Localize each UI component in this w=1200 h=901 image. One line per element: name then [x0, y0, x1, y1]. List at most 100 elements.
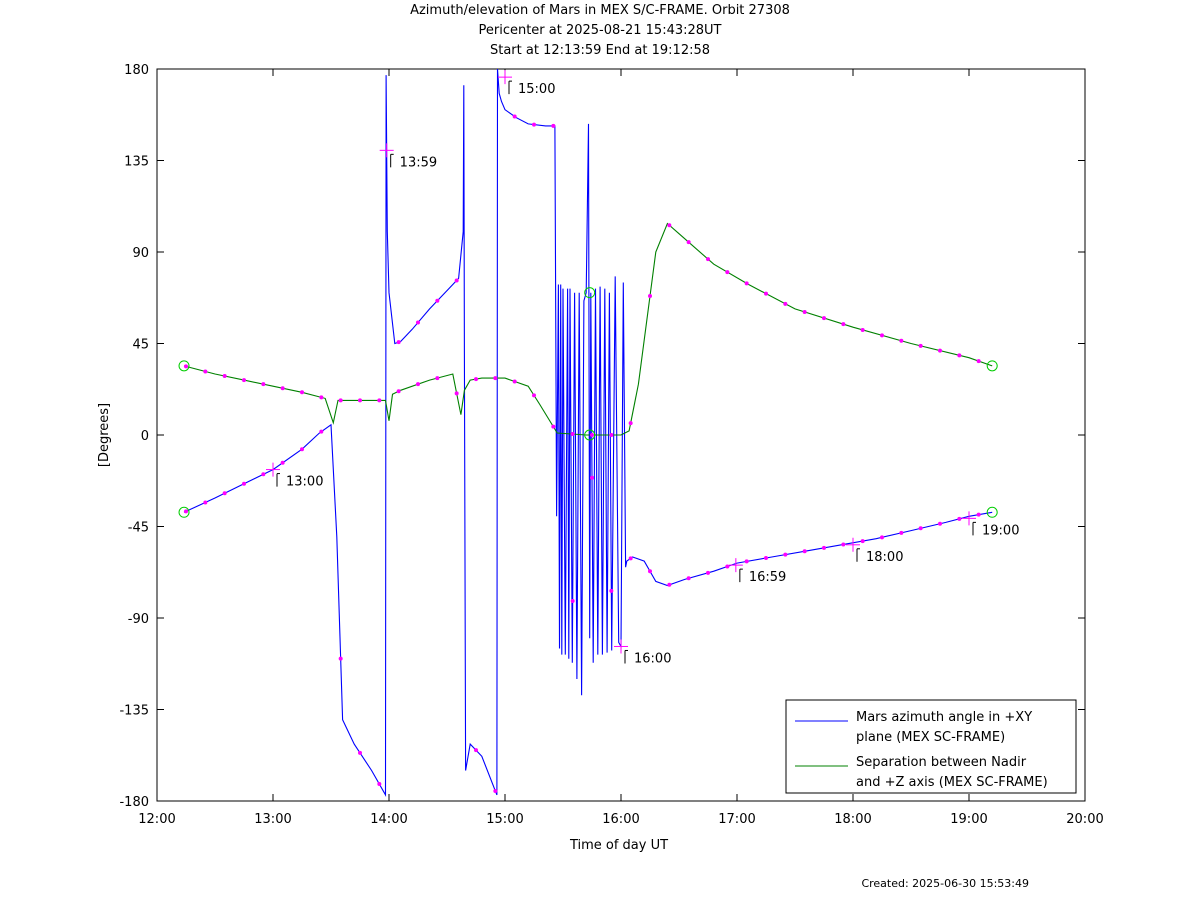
azimuth-sample-marker — [976, 512, 981, 517]
separation-sample-marker — [242, 378, 246, 383]
separation-sample-marker — [184, 364, 188, 369]
azimuth-sample-marker — [203, 500, 208, 505]
y-tick-label: -180 — [119, 795, 149, 810]
axes: 12:00 13:00 14:00 15:00 16:00 17:00 18:00 19:00… — [119, 63, 1103, 827]
x-axis-label: Time of day UT — [569, 838, 668, 853]
x-tick-label: 16:00 — [602, 812, 639, 827]
azimuth-sample-marker — [474, 748, 478, 753]
azimuth-sample-marker — [570, 599, 575, 604]
separation-sample-marker — [860, 327, 865, 332]
separation-sample-marker — [686, 240, 691, 245]
y-tick-label: 180 — [124, 63, 149, 78]
azimuth-sample-marker — [880, 535, 884, 540]
separation-sample-marker — [899, 338, 904, 343]
separation-sample-marker — [609, 433, 614, 437]
azimuth-sample-marker — [938, 521, 942, 526]
annotation-time-label: 16:00 — [634, 651, 671, 666]
azimuth-sample-marker — [532, 122, 536, 127]
legend-separation-line2: and +Z axis (MEX SC-FRAME) — [856, 775, 1048, 790]
azimuth-sample-marker — [242, 481, 246, 486]
separation-sample-marker — [764, 291, 768, 296]
azimuth-sample-marker — [802, 549, 807, 554]
created-timestamp: Created: 2025-06-30 15:53:49 — [861, 877, 1029, 890]
x-tick-label: 20:00 — [1066, 812, 1103, 827]
azimuth-sample-marker — [377, 782, 382, 787]
azimuth-sample-marker — [628, 556, 633, 561]
azimuth-sample-marker — [667, 582, 672, 587]
azimuth-sample-marker — [261, 472, 266, 477]
azimuth-sample-marker — [280, 460, 285, 465]
separation-sample-marker — [841, 322, 846, 327]
endpoint-marker — [584, 287, 596, 299]
azimuth-sample-marker — [493, 788, 498, 793]
y-tick-label: 135 — [124, 155, 149, 170]
separation-sample-marker — [551, 424, 556, 429]
legend-azimuth-line2: plane (MEX SC-FRAME) — [856, 730, 1005, 745]
separation-sample-marker — [628, 421, 633, 426]
separation-sample-marker — [590, 433, 594, 437]
azimuth-sample-marker — [783, 552, 788, 557]
azimuth-sample-marker — [358, 750, 362, 755]
x-tick-label: 12:00 — [138, 812, 175, 827]
azimuth-sample-marker — [686, 576, 691, 581]
azimuth-sample-marker — [725, 564, 730, 569]
x-tick-label: 13:00 — [254, 812, 291, 827]
azimuth-sample-marker — [860, 539, 865, 544]
separation-sample-marker — [822, 316, 826, 321]
azimuth-sample-marker — [512, 114, 517, 119]
legend: Mars azimuth angle in +XY plane (MEX SC-… — [785, 699, 1077, 794]
y-tick-label: 0 — [141, 429, 149, 444]
azimuth-sample-marker — [435, 298, 440, 303]
separation-series-line — [183, 222, 993, 436]
x-tick-label: 14:00 — [370, 812, 407, 827]
separation-sample-marker — [358, 398, 362, 403]
endpoint-marker — [986, 360, 998, 372]
azimuth-sample-marker — [744, 559, 749, 564]
azimuth-sample-marker — [300, 447, 304, 452]
separation-sample-marker — [938, 348, 942, 353]
azimuth-sample-marker — [222, 491, 227, 496]
annotation-time-label: 13:00 — [286, 475, 323, 490]
separation-sample-marker — [454, 391, 459, 396]
x-tick-label: 19:00 — [950, 812, 987, 827]
azimuth-sample-marker — [706, 570, 710, 575]
azimuth-sample-marker — [822, 545, 826, 550]
endpoint-marker — [178, 360, 190, 372]
y-tick-label: 45 — [132, 338, 149, 353]
separation-sample-marker — [957, 353, 962, 358]
legend-separation-line1: Separation between Nadir — [856, 755, 1027, 770]
separation-sample-marker — [880, 333, 884, 338]
y-axis-label: [Degrees] — [97, 403, 112, 467]
separation-sample-marker — [725, 270, 730, 275]
separation-sample-marker — [493, 376, 498, 381]
separation-sample-marker — [648, 294, 652, 299]
azimuth-sample-marker — [899, 530, 904, 535]
azimuth-sample-marker — [416, 320, 420, 325]
separation-sample-marker — [435, 376, 440, 381]
endpoint-marker — [584, 429, 596, 441]
separation-sample-marker — [396, 389, 401, 394]
azimuth-sample-marker — [590, 475, 594, 480]
chart-title: Azimuth/elevation of Mars in MEX S/C-FRA… — [410, 3, 790, 18]
annotation-time-label: 16:59 — [749, 570, 786, 585]
separation-sample-marker — [512, 379, 517, 384]
annotation-time-label: 19:00 — [982, 523, 1019, 538]
azimuth-sample-marker — [551, 123, 556, 128]
separation-sample-marker — [377, 398, 382, 403]
azimuth-sample-marker — [319, 429, 324, 434]
separation-sample-marker — [416, 382, 420, 387]
separation-sample-marker — [300, 390, 304, 395]
separation-sample-marker — [261, 382, 266, 387]
separation-sample-marker — [744, 281, 749, 286]
y-tick-label: -90 — [128, 612, 149, 627]
azimuth-sample-marker — [338, 656, 343, 661]
azimuth-sample-marker — [648, 569, 652, 574]
azimuth-sample-marker — [957, 516, 962, 521]
separation-sample-marker — [783, 301, 788, 306]
separation-sample-marker — [222, 374, 227, 379]
azimuth-sample-marker — [918, 526, 923, 531]
separation-sample-marker — [203, 369, 208, 374]
legend-azimuth-line1: Mars azimuth angle in +XY — [856, 710, 1032, 725]
chart-subtitle-start-end: Start at 12:13:59 End at 19:12:58 — [489, 43, 711, 58]
separation-sample-marker — [338, 398, 343, 403]
